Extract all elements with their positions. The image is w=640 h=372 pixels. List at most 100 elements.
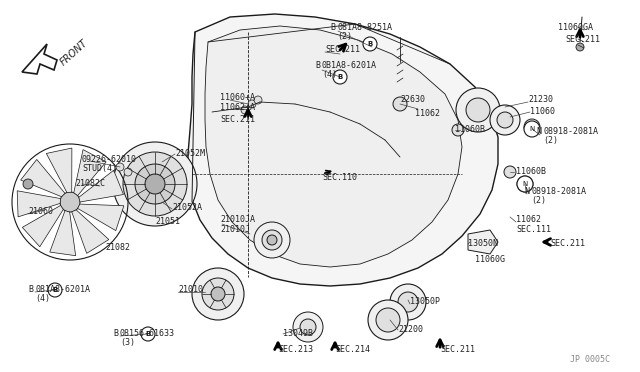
Text: 11062: 11062	[415, 109, 440, 119]
Text: SEC.214: SEC.214	[335, 346, 370, 355]
Text: 21082: 21082	[105, 243, 130, 251]
Text: 21010JA: 21010JA	[220, 215, 255, 224]
Text: 11060: 11060	[530, 108, 555, 116]
Text: 11060B: 11060B	[516, 167, 546, 176]
Text: B: B	[367, 41, 372, 47]
Circle shape	[145, 174, 165, 194]
Circle shape	[135, 164, 175, 204]
Text: 21010J: 21010J	[220, 224, 250, 234]
Text: SEC.111: SEC.111	[516, 225, 551, 234]
Circle shape	[490, 105, 520, 135]
Text: N: N	[536, 128, 541, 137]
Circle shape	[300, 319, 316, 335]
Text: 21082C: 21082C	[75, 180, 105, 189]
Circle shape	[333, 70, 347, 84]
Circle shape	[524, 121, 540, 137]
Circle shape	[390, 284, 426, 320]
Text: SEC.110: SEC.110	[322, 173, 357, 182]
Text: 081A8-8251A: 081A8-8251A	[337, 22, 392, 32]
Polygon shape	[468, 230, 498, 254]
Circle shape	[466, 98, 490, 122]
Text: 21200: 21200	[398, 326, 423, 334]
Text: (2): (2)	[543, 137, 558, 145]
Circle shape	[113, 142, 197, 226]
Text: 0B1A8-6201A: 0B1A8-6201A	[322, 61, 377, 71]
Text: B: B	[113, 330, 118, 339]
Circle shape	[202, 278, 234, 310]
Text: 21060: 21060	[28, 208, 53, 217]
Text: N: N	[524, 187, 529, 196]
Circle shape	[124, 168, 132, 176]
Text: 21052M: 21052M	[175, 150, 205, 158]
Polygon shape	[74, 150, 106, 196]
Text: B: B	[28, 285, 33, 295]
Text: (4): (4)	[322, 71, 337, 80]
Circle shape	[293, 312, 323, 342]
Circle shape	[363, 37, 377, 51]
Polygon shape	[188, 14, 498, 286]
Circle shape	[241, 106, 249, 114]
Text: 21230: 21230	[528, 96, 553, 105]
Text: JP 0005C: JP 0005C	[570, 356, 610, 365]
Circle shape	[398, 292, 418, 312]
Polygon shape	[77, 204, 124, 231]
Circle shape	[517, 176, 533, 192]
Text: SEC.211: SEC.211	[550, 240, 585, 248]
Text: 21051: 21051	[155, 218, 180, 227]
Text: 11060GA: 11060GA	[558, 22, 593, 32]
Text: B: B	[145, 331, 150, 337]
Text: 21010: 21010	[178, 285, 203, 295]
Text: SEC.211: SEC.211	[565, 35, 600, 45]
Circle shape	[524, 119, 540, 135]
Text: B: B	[52, 287, 58, 293]
Circle shape	[497, 112, 513, 128]
Text: 11062: 11062	[516, 215, 541, 224]
Text: (4): (4)	[35, 295, 50, 304]
Polygon shape	[22, 44, 57, 74]
Text: SEC.211: SEC.211	[325, 45, 360, 55]
Text: 11060+A: 11060+A	[220, 93, 255, 102]
Text: 11060B: 11060B	[455, 125, 485, 135]
Circle shape	[456, 88, 500, 132]
Circle shape	[517, 176, 533, 192]
Circle shape	[23, 179, 33, 189]
Polygon shape	[50, 211, 76, 256]
Text: B: B	[337, 74, 342, 80]
Text: 13050N: 13050N	[468, 240, 498, 248]
Circle shape	[116, 163, 124, 171]
Polygon shape	[17, 191, 61, 217]
Circle shape	[60, 192, 80, 212]
Text: B: B	[330, 22, 335, 32]
Text: SEC.211: SEC.211	[220, 115, 255, 124]
Circle shape	[254, 222, 290, 258]
Text: 22630: 22630	[400, 96, 425, 105]
Circle shape	[376, 308, 400, 332]
Text: (2): (2)	[531, 196, 546, 205]
Circle shape	[141, 327, 155, 341]
Circle shape	[48, 283, 62, 297]
Text: STUD(4): STUD(4)	[82, 164, 117, 173]
Text: 11062+A: 11062+A	[220, 103, 255, 112]
Text: 13050P: 13050P	[410, 298, 440, 307]
Polygon shape	[20, 160, 65, 197]
Text: 08156-61633: 08156-61633	[120, 330, 175, 339]
Circle shape	[211, 287, 225, 301]
Circle shape	[504, 166, 516, 178]
Text: 09226-62010: 09226-62010	[82, 154, 137, 164]
Text: FRONT: FRONT	[59, 38, 90, 68]
Text: B: B	[315, 61, 320, 71]
Text: N: N	[522, 181, 527, 187]
Polygon shape	[205, 26, 462, 267]
Text: 13049B: 13049B	[283, 330, 313, 339]
Polygon shape	[46, 148, 72, 192]
Text: SEC.213: SEC.213	[278, 346, 313, 355]
Circle shape	[452, 124, 464, 136]
Polygon shape	[22, 205, 63, 247]
Circle shape	[123, 152, 187, 216]
Circle shape	[576, 43, 584, 51]
Circle shape	[248, 100, 256, 108]
Circle shape	[254, 96, 262, 104]
Circle shape	[267, 235, 277, 245]
Text: 08918-2081A: 08918-2081A	[531, 187, 586, 196]
Text: (2): (2)	[337, 32, 352, 41]
